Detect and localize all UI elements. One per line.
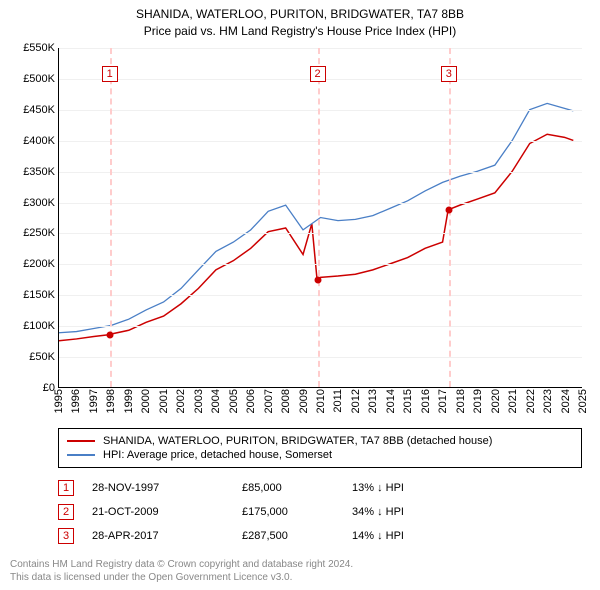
attribution-text: Contains HM Land Registry data © Crown c… <box>10 558 353 584</box>
legend-swatch <box>67 454 95 456</box>
gridline-h <box>59 203 582 204</box>
series-line-hpi <box>59 103 573 332</box>
x-axis-label: 1999 <box>123 389 135 413</box>
chart-plot-area: £0£50K£100K£150K£200K£250K£300K£350K£400… <box>58 48 582 388</box>
gridline-h <box>59 264 582 265</box>
x-axis-label: 2025 <box>577 389 589 413</box>
event-vertical-line <box>449 48 451 387</box>
x-axis-label: 2002 <box>175 389 187 413</box>
gridline-h <box>59 357 582 358</box>
y-axis-label: £200K <box>23 258 55 270</box>
x-axis-label: 2016 <box>420 389 432 413</box>
x-axis-label: 2006 <box>245 389 257 413</box>
event-marker: 2 <box>310 66 326 82</box>
x-axis-label: 2023 <box>542 389 554 413</box>
legend-item: SHANIDA, WATERLOO, PURITON, BRIDGWATER, … <box>67 434 573 448</box>
legend-label: HPI: Average price, detached house, Some… <box>103 449 332 461</box>
series-line-price_paid <box>59 134 573 340</box>
title-line-2: Price paid vs. HM Land Registry's House … <box>0 23 600 40</box>
x-axis-label: 2005 <box>228 389 240 413</box>
attribution-line-1: Contains HM Land Registry data © Crown c… <box>10 558 353 571</box>
event-vertical-line <box>318 48 320 387</box>
x-axis-label: 1997 <box>88 389 100 413</box>
chart-container: SHANIDA, WATERLOO, PURITON, BRIDGWATER, … <box>0 0 600 590</box>
x-axis-label: 2014 <box>385 389 397 413</box>
gridline-h <box>59 172 582 173</box>
y-axis-label: £150K <box>23 289 55 301</box>
chart-legend: SHANIDA, WATERLOO, PURITON, BRIDGWATER, … <box>58 428 582 468</box>
event-badge: 3 <box>58 528 74 544</box>
y-axis-label: £400K <box>23 135 55 147</box>
attribution-line-2: This data is licensed under the Open Gov… <box>10 571 353 584</box>
legend-swatch <box>67 440 95 442</box>
event-date: 21-OCT-2009 <box>92 506 242 518</box>
x-axis-label: 2009 <box>298 389 310 413</box>
event-pct: 14% ↓ HPI <box>352 530 404 542</box>
y-axis-label: £50K <box>29 351 55 363</box>
x-axis-label: 2013 <box>367 389 379 413</box>
gridline-h <box>59 326 582 327</box>
y-axis-label: £100K <box>23 320 55 332</box>
x-axis-label: 2019 <box>472 389 484 413</box>
event-date: 28-APR-2017 <box>92 530 242 542</box>
table-row: 1 28-NOV-1997 £85,000 13% ↓ HPI <box>58 476 582 500</box>
x-axis-label: 1998 <box>105 389 117 413</box>
x-axis-label: 2011 <box>332 389 344 413</box>
event-price: £175,000 <box>242 506 352 518</box>
gridline-h <box>59 141 582 142</box>
x-axis-label: 2018 <box>455 389 467 413</box>
y-axis-label: £500K <box>23 73 55 85</box>
table-row: 2 21-OCT-2009 £175,000 34% ↓ HPI <box>58 500 582 524</box>
legend-item: HPI: Average price, detached house, Some… <box>67 448 573 462</box>
x-axis-label: 2022 <box>525 389 537 413</box>
event-badge: 1 <box>58 480 74 496</box>
x-axis-label: 2000 <box>140 389 152 413</box>
y-axis-label: £550K <box>23 42 55 54</box>
y-axis-label: £350K <box>23 166 55 178</box>
x-axis-label: 2024 <box>560 389 572 413</box>
gridline-h <box>59 295 582 296</box>
x-axis-label: 2004 <box>210 389 222 413</box>
y-axis-label: £300K <box>23 197 55 209</box>
title-block: SHANIDA, WATERLOO, PURITON, BRIDGWATER, … <box>0 0 600 40</box>
x-axis-label: 2020 <box>490 389 502 413</box>
event-price: £287,500 <box>242 530 352 542</box>
x-axis-label: 1996 <box>70 389 82 413</box>
x-axis-label: 2007 <box>263 389 275 413</box>
y-axis-label: £450K <box>23 104 55 116</box>
x-axis-label: 2010 <box>315 389 327 413</box>
legend-label: SHANIDA, WATERLOO, PURITON, BRIDGWATER, … <box>103 435 492 447</box>
table-row: 3 28-APR-2017 £287,500 14% ↓ HPI <box>58 524 582 548</box>
chart-lines-svg <box>59 48 582 387</box>
x-axis-label: 1995 <box>53 389 65 413</box>
title-line-1: SHANIDA, WATERLOO, PURITON, BRIDGWATER, … <box>0 6 600 23</box>
event-date: 28-NOV-1997 <box>92 482 242 494</box>
x-axis-label: 2015 <box>402 389 414 413</box>
price-dot <box>445 207 452 214</box>
event-marker: 3 <box>441 66 457 82</box>
x-axis-label: 2017 <box>437 389 449 413</box>
price-dot <box>314 276 321 283</box>
x-axis-label: 2008 <box>280 389 292 413</box>
event-badge: 2 <box>58 504 74 520</box>
gridline-h <box>59 48 582 49</box>
price-events-table: 1 28-NOV-1997 £85,000 13% ↓ HPI 2 21-OCT… <box>58 476 582 548</box>
event-pct: 13% ↓ HPI <box>352 482 404 494</box>
event-pct: 34% ↓ HPI <box>352 506 404 518</box>
price-dot <box>106 332 113 339</box>
gridline-h <box>59 110 582 111</box>
y-axis-label: £250K <box>23 227 55 239</box>
gridline-h <box>59 233 582 234</box>
x-axis-label: 2003 <box>193 389 205 413</box>
x-axis-label: 2001 <box>158 389 170 413</box>
x-axis-label: 2012 <box>350 389 362 413</box>
x-axis-label: 2021 <box>507 389 519 413</box>
event-marker: 1 <box>102 66 118 82</box>
event-price: £85,000 <box>242 482 352 494</box>
